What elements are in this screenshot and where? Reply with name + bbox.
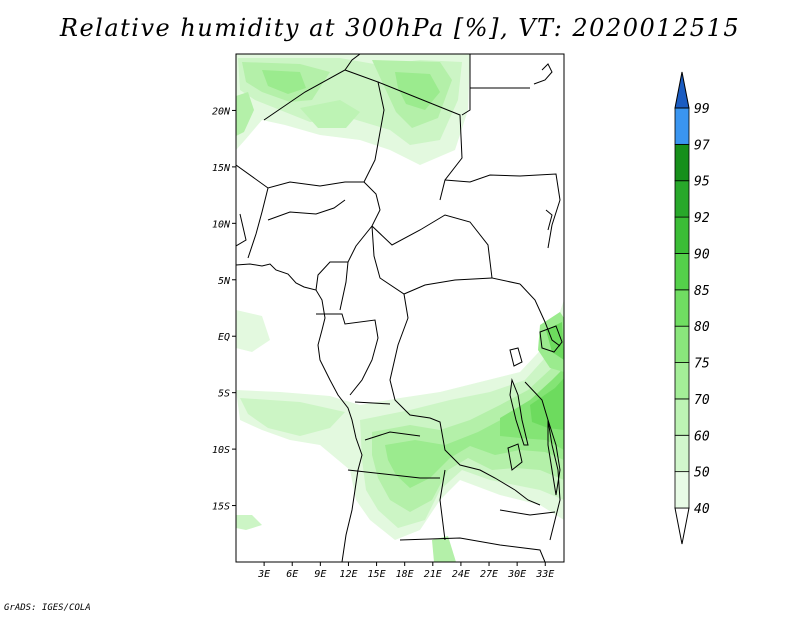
coastline xyxy=(545,209,553,231)
colorbar-label: 99 xyxy=(694,102,710,117)
lake xyxy=(547,419,561,496)
lon-label: 24E xyxy=(452,569,470,580)
colorbar-segment xyxy=(674,471,690,509)
border xyxy=(347,469,440,479)
colorbar-label: 92 xyxy=(694,211,710,226)
lake xyxy=(509,378,529,446)
colorbar-segment xyxy=(674,434,690,473)
colorbar-arrow-high xyxy=(674,71,690,109)
colorbar-segment xyxy=(674,180,690,218)
colorbar-segment xyxy=(674,143,690,182)
humidity-area xyxy=(236,92,254,136)
colorbar-segment xyxy=(674,107,690,145)
map-borders xyxy=(236,54,563,562)
border xyxy=(344,69,385,183)
humidity-shading xyxy=(236,54,564,562)
colorbar-label: 90 xyxy=(694,247,710,262)
lon-label: 33E xyxy=(535,569,554,580)
border xyxy=(519,283,561,347)
lon-label: 6E xyxy=(286,569,298,580)
lon-label: 12E xyxy=(339,569,357,580)
border xyxy=(444,173,561,249)
border xyxy=(354,401,391,405)
lake xyxy=(539,325,563,353)
colorbar-label: 95 xyxy=(694,175,710,190)
border xyxy=(399,537,546,562)
humidity-area xyxy=(385,360,564,488)
border xyxy=(377,81,463,201)
lat-label: 15S xyxy=(212,502,230,513)
colorbar: 40 50 60 70 75 80 85 90 92 95 97 99 xyxy=(674,71,710,545)
lon-label: 30E xyxy=(507,569,526,580)
lat-label: EQ xyxy=(218,332,230,343)
longitude-labels: 3E 6E 9E 12E 15E 18E 21E 24E 27E 30E 33E xyxy=(257,562,554,580)
humidity-area xyxy=(300,100,360,128)
lat-label: 20N xyxy=(212,106,231,117)
humidity-area xyxy=(236,515,262,530)
colorbar-label: 60 xyxy=(694,429,710,444)
lat-label: 10S xyxy=(212,445,230,456)
lon-label: 18E xyxy=(396,569,414,580)
colorbar-segment xyxy=(674,325,690,363)
colorbar-segment xyxy=(674,398,690,436)
colorbar-label: 40 xyxy=(694,502,710,517)
map-frame xyxy=(235,53,565,563)
humidity-area xyxy=(546,322,564,360)
latitude-labels: 20N 15N 10N 5N EQ 5S 10S 15S xyxy=(212,106,236,513)
humidity-area xyxy=(530,378,564,430)
lon-label: 27E xyxy=(480,569,498,580)
colorbar-label: 50 xyxy=(694,466,710,481)
border xyxy=(364,431,421,441)
humidity-area xyxy=(240,398,345,436)
lat-label: 5S xyxy=(218,389,230,400)
humidity-area xyxy=(236,310,270,352)
humidity-area xyxy=(432,536,456,562)
colorbar-label: 70 xyxy=(694,393,710,408)
lat-label: 5N xyxy=(218,276,231,287)
coastline xyxy=(533,63,553,85)
grads-credit: GrADS: IGES/COLA xyxy=(4,603,91,613)
border xyxy=(524,381,561,541)
border xyxy=(267,199,346,221)
colorbar-label: 80 xyxy=(694,320,710,335)
colorbar-segment xyxy=(674,362,690,400)
lake xyxy=(507,443,523,471)
border xyxy=(439,469,446,541)
border xyxy=(389,293,516,491)
lat-label: 15N xyxy=(212,163,231,174)
map-title: Relative humidity at 300hPa [%], VT: 202… xyxy=(59,14,741,42)
humidity-area xyxy=(262,70,306,94)
border xyxy=(371,225,493,295)
lon-label: 3E xyxy=(257,569,270,580)
coastline xyxy=(236,263,363,562)
border xyxy=(247,187,269,259)
lon-label: 15E xyxy=(368,569,386,580)
lat-label: 10N xyxy=(212,219,231,230)
colorbar-segment xyxy=(674,253,690,291)
lon-label: 9E xyxy=(314,569,326,580)
colorbar-label: 97 xyxy=(694,138,710,153)
border xyxy=(316,313,379,396)
border xyxy=(514,489,541,506)
colorbar-label: 75 xyxy=(694,357,710,372)
colorbar-segment xyxy=(674,216,690,254)
border xyxy=(371,214,521,285)
border xyxy=(461,54,471,116)
colorbar-segment xyxy=(674,289,690,327)
colorbar-arrow-low xyxy=(674,507,690,545)
border xyxy=(315,261,348,291)
border xyxy=(236,213,247,247)
border xyxy=(499,509,556,516)
humidity-area xyxy=(395,72,440,110)
colorbar-label: 85 xyxy=(694,284,710,299)
lake xyxy=(509,347,523,367)
lon-label: 21E xyxy=(424,569,442,580)
